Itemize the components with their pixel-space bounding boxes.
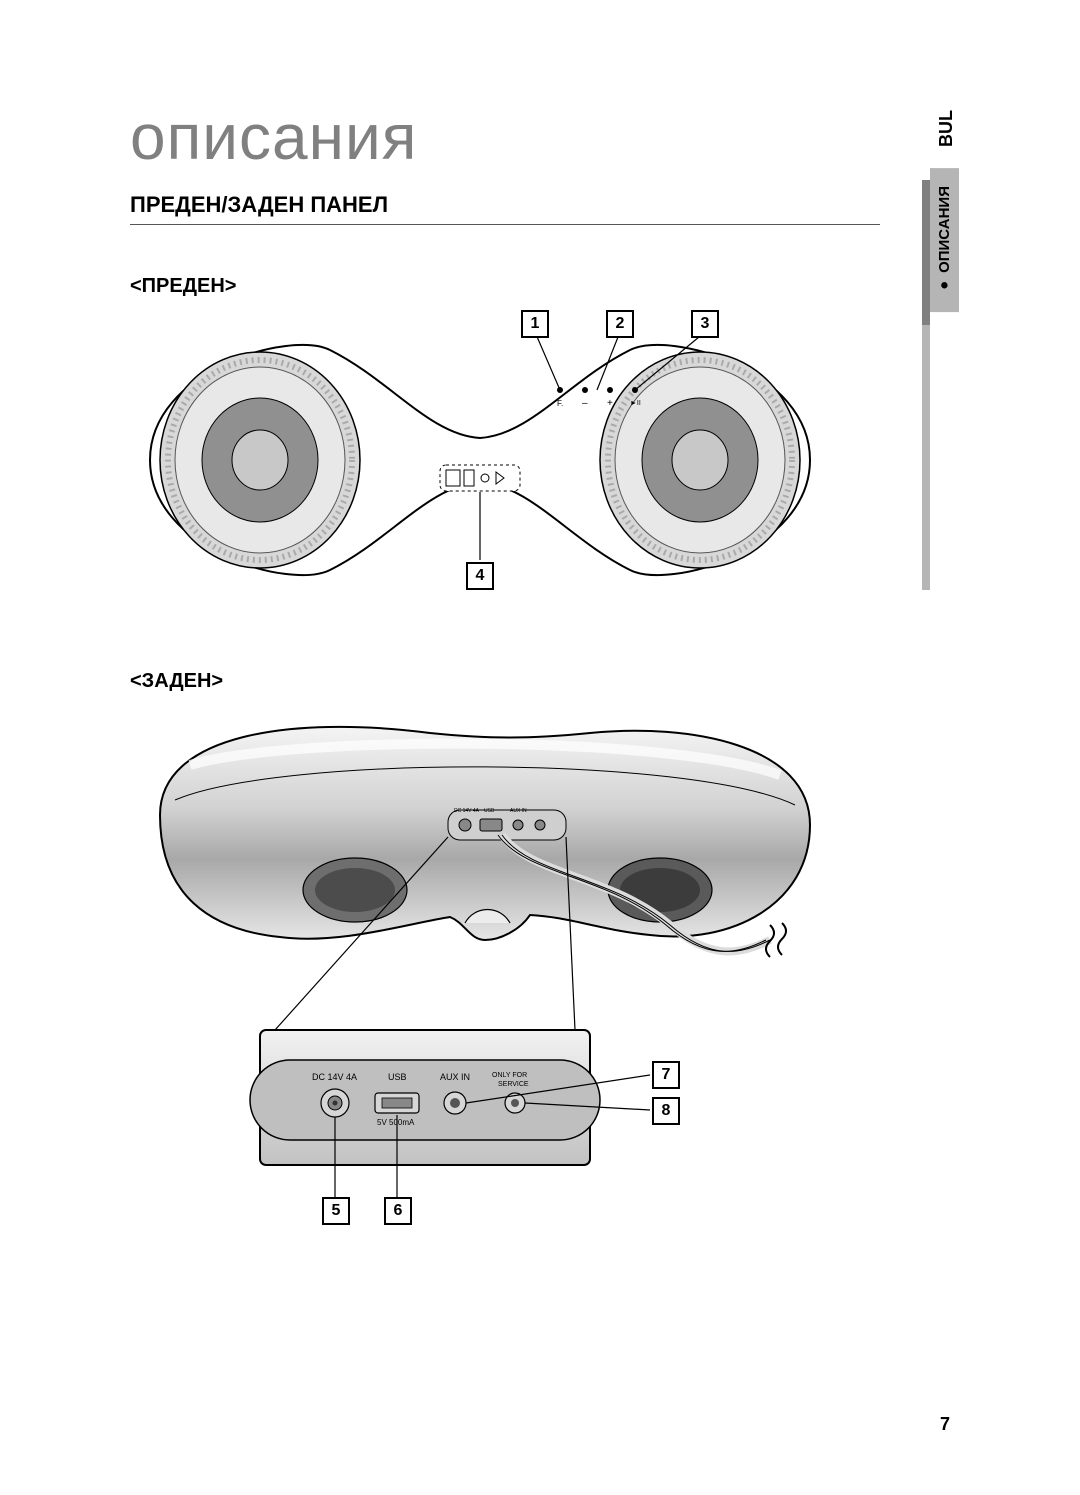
side-accent-dark — [922, 180, 930, 325]
page-number: 7 — [940, 1414, 950, 1435]
svg-text:►II: ►II — [630, 400, 641, 407]
svg-text:AUX IN: AUX IN — [510, 808, 527, 814]
svg-text:–: – — [582, 398, 588, 409]
side-tabs: BUL ● ОПИСАНИЯ — [930, 100, 970, 317]
callout-5: 5 — [322, 1197, 350, 1225]
svg-text:USB: USB — [484, 808, 495, 814]
speaker-rear-svg: DC 14V 4A USB AUX IN DC 14V 4A — [130, 705, 830, 1225]
rear-label: <ЗАДЕН> — [130, 670, 880, 693]
side-accent-bar — [922, 180, 930, 590]
svg-text:AUX IN: AUX IN — [440, 1072, 470, 1082]
callout-6: 6 — [384, 1197, 412, 1225]
svg-text:+: + — [607, 398, 613, 409]
callout-1: 1 — [521, 310, 549, 338]
chapter-title: описания — [130, 100, 880, 174]
lang-tab: BUL — [930, 100, 963, 157]
page-content: описания ПРЕДЕН/ЗАДЕН ПАНЕЛ <ПРЕДЕН> — [130, 100, 880, 1225]
callout-8: 8 — [652, 1097, 680, 1125]
svg-text:ONLY FOR: ONLY FOR — [492, 1072, 527, 1079]
front-label: <ПРЕДЕН> — [130, 275, 880, 298]
bullet-icon: ● — [936, 277, 953, 294]
section-tab-label: ОПИСАНИЯ — [936, 186, 953, 273]
front-view-diagram: F. – + ►II 1 2 3 4 — [130, 310, 830, 610]
svg-text:5V 500mA: 5V 500mA — [377, 1118, 415, 1127]
callout-7: 7 — [652, 1061, 680, 1089]
section-title: ПРЕДЕН/ЗАДЕН ПАНЕЛ — [130, 192, 880, 225]
svg-text:DC 14V 4A: DC 14V 4A — [312, 1072, 357, 1082]
callout-2: 2 — [606, 310, 634, 338]
section-tab: ● ОПИСАНИЯ — [930, 168, 959, 312]
svg-text:F.: F. — [557, 399, 563, 408]
svg-text:SERVICE: SERVICE — [498, 1081, 529, 1088]
callout-3: 3 — [691, 310, 719, 338]
rear-view-diagram: DC 14V 4A USB AUX IN DC 14V 4A — [130, 705, 830, 1225]
svg-text:USB: USB — [388, 1072, 407, 1082]
svg-text:DC 14V 4A: DC 14V 4A — [454, 808, 480, 814]
callout-4: 4 — [466, 562, 494, 590]
